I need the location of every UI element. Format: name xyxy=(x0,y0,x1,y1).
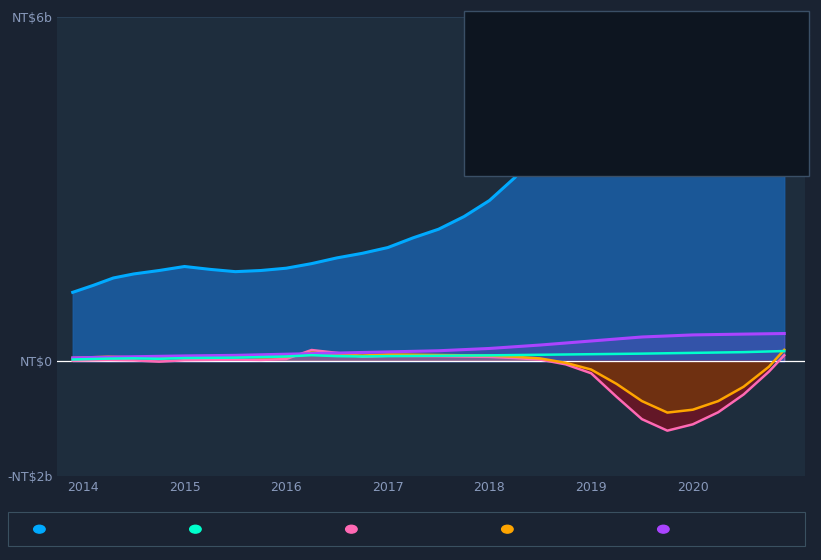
Text: Revenue: Revenue xyxy=(472,37,521,47)
Text: Cash From Op: Cash From Op xyxy=(520,524,602,537)
Text: Operating Expenses: Operating Expenses xyxy=(676,524,795,537)
Text: Earnings: Earnings xyxy=(208,524,259,537)
Text: Operating Expenses: Operating Expenses xyxy=(472,144,585,155)
Text: 3.6% profit margin: 3.6% profit margin xyxy=(620,74,731,84)
Text: NT$103.043m /yr: NT$103.043m /yr xyxy=(620,91,727,101)
Text: NT$176.922m /yr: NT$176.922m /yr xyxy=(620,58,728,68)
Text: NT$198.018m /yr: NT$198.018m /yr xyxy=(620,118,727,128)
Text: Sep 30 2020: Sep 30 2020 xyxy=(472,17,565,30)
Text: Cash From Op: Cash From Op xyxy=(472,118,550,128)
Text: Earnings: Earnings xyxy=(472,64,521,74)
Text: Revenue: Revenue xyxy=(52,524,103,537)
Text: Free Cash Flow: Free Cash Flow xyxy=(364,524,452,537)
Text: NT$4.978b /yr: NT$4.978b /yr xyxy=(620,37,709,47)
Text: Free Cash Flow: Free Cash Flow xyxy=(472,91,556,101)
Text: NT$482.289m /yr: NT$482.289m /yr xyxy=(620,144,728,155)
